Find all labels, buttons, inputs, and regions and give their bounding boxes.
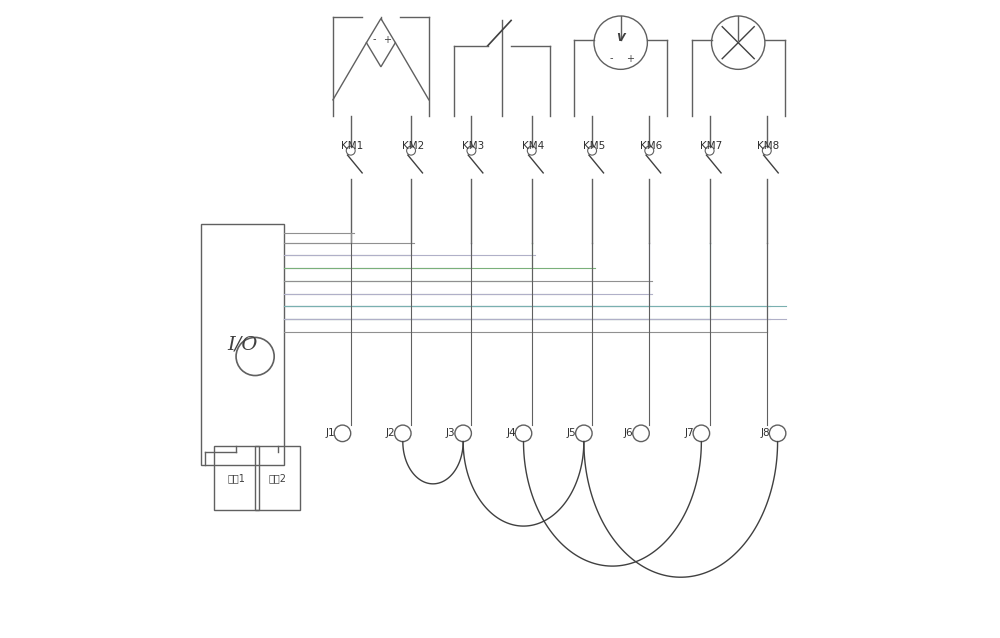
Text: J7: J7 [684,428,694,438]
Circle shape [407,146,416,155]
Text: KM3: KM3 [462,140,484,151]
Text: 线圈2: 线圈2 [269,473,287,483]
Circle shape [527,146,536,155]
Text: +: + [626,54,634,64]
Text: -: - [373,34,376,45]
Text: J2: J2 [386,428,395,438]
Text: KM5: KM5 [583,140,605,151]
Bar [214,446,259,510]
Text: KM2: KM2 [402,140,424,151]
Text: KM7: KM7 [700,140,722,151]
Circle shape [467,146,476,155]
Text: J8: J8 [760,428,770,438]
Text: KM4: KM4 [522,140,544,151]
Text: V: V [616,33,625,43]
Text: +: + [383,34,391,45]
Bar [201,224,284,465]
Text: KM8: KM8 [757,140,780,151]
Text: 线圈1: 线圈1 [227,473,245,483]
Text: KM1: KM1 [341,140,363,151]
Text: J1: J1 [325,428,335,438]
Text: I/O: I/O [228,336,258,353]
Text: KM6: KM6 [640,140,662,151]
Text: J3: J3 [446,428,456,438]
Circle shape [762,146,771,155]
Circle shape [588,146,597,155]
Text: J4: J4 [506,428,516,438]
Circle shape [346,146,355,155]
Bar [255,446,300,510]
Text: J5: J5 [567,428,576,438]
Circle shape [645,146,654,155]
Text: J6: J6 [624,428,633,438]
Circle shape [705,146,714,155]
Text: -: - [609,54,613,64]
